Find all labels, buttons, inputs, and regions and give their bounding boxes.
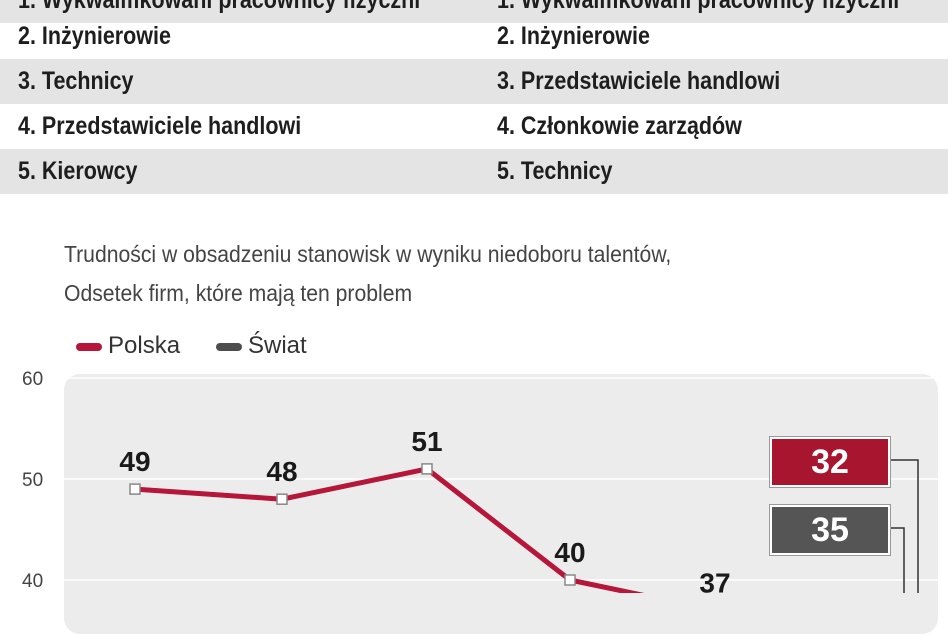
list-row: 4. Przedstawiciele handlowi 4. Członkowi… — [0, 104, 948, 149]
y-tick-label: 50 — [22, 470, 44, 491]
chart-series — [134, 466, 645, 593]
left-list-item: 1. Wykwalifikowani pracownicy fizyczni — [18, 0, 421, 14]
left-list-item: 5. Kierowcy — [18, 157, 138, 185]
legend-label: Polska — [108, 332, 181, 359]
legend-swatch-swiat — [216, 342, 242, 351]
value-box-swiat: 35 — [770, 505, 890, 555]
box-connectors — [888, 459, 919, 593]
chart-subtitle: Odsetek firm, które mają ten problem — [64, 280, 413, 306]
list-row: 5. Kierowcy 5. Technicy — [0, 149, 948, 194]
right-list-item: 3. Przedstawiciele handlowi — [497, 67, 781, 95]
value-box-polska: 32 — [770, 437, 890, 487]
left-list-item: 3. Technicy — [18, 67, 134, 95]
data-point — [564, 574, 576, 586]
box-connector — [888, 459, 919, 593]
series-line-polska — [134, 466, 645, 593]
right-list-item: 5. Technicy — [497, 157, 613, 185]
list-row: 1. Wykwalifikowani pracownicy fizyczni 1… — [0, 0, 948, 23]
list-row: 2. Inżynierowie 2. Inżynierowie — [0, 14, 948, 59]
legend-label: Świat — [248, 332, 307, 359]
data-label: 37 — [699, 567, 730, 593]
data-label: 51 — [411, 426, 442, 457]
data-label: 49 — [119, 446, 150, 477]
chart-panel — [64, 374, 938, 634]
left-list-item: 4. Przedstawiciele handlowi — [18, 112, 302, 140]
data-point — [421, 463, 433, 475]
legend-item-swiat: Świat — [216, 332, 307, 360]
legend-item-polska: Polska — [76, 332, 180, 360]
list-row: 3. Technicy 3. Przedstawiciele handlowi — [0, 59, 948, 104]
chart-data-labels: 49 48 51 40 37 — [119, 426, 730, 593]
y-tick-label: 40 — [22, 571, 44, 592]
data-point — [129, 483, 141, 495]
data-label: 40 — [554, 537, 585, 568]
right-list-item: 2. Inżynierowie — [497, 22, 650, 50]
chart-points — [129, 463, 576, 586]
right-list-item: 4. Członkowie zarządów — [497, 112, 742, 140]
right-list-item: 1. Wykwalifikowani pracownicy fizyczni — [497, 0, 900, 14]
box-connector — [888, 527, 905, 593]
left-list-item: 2. Inżynierowie — [18, 22, 171, 50]
chart-title: Trudności w obsadzeniu stanowisk w wynik… — [64, 241, 672, 267]
legend-swatch-polska — [76, 342, 102, 351]
data-label: 48 — [266, 456, 297, 487]
y-tick-label: 60 — [22, 369, 44, 390]
data-point — [276, 493, 288, 505]
